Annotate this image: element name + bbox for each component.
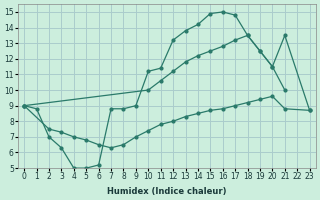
- X-axis label: Humidex (Indice chaleur): Humidex (Indice chaleur): [107, 187, 227, 196]
